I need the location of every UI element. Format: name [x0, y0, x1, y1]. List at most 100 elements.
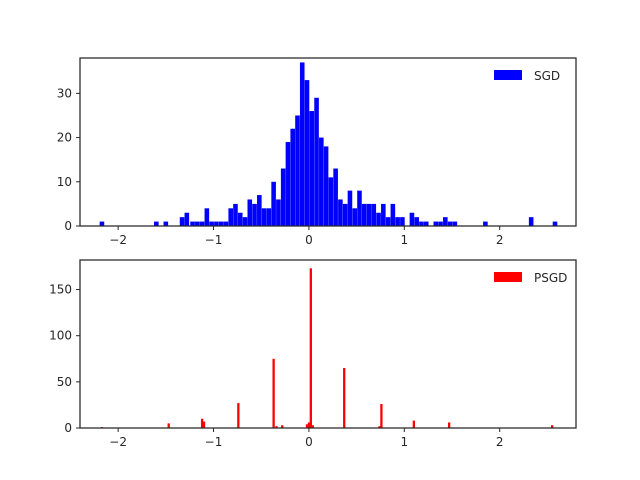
histogram-bar	[209, 221, 214, 226]
legend-swatch	[494, 272, 522, 282]
histogram-bar	[237, 212, 243, 226]
histogram-bar	[202, 421, 206, 428]
axes-frame	[79, 57, 577, 227]
histogram-bar	[261, 208, 267, 226]
histogram-bar	[237, 403, 240, 428]
histogram-bar	[266, 208, 272, 226]
histogram-bar	[252, 203, 257, 226]
histogram-bar	[307, 422, 311, 428]
histogram-bar	[167, 423, 170, 428]
histogram-bar	[390, 203, 396, 226]
y-tick-label: 50	[57, 375, 72, 389]
histogram-bar	[218, 221, 224, 226]
histogram-bar	[438, 221, 443, 226]
histogram-bar	[551, 425, 554, 428]
histogram-bar	[304, 80, 310, 227]
histogram-bar	[190, 221, 195, 226]
histogram-bar	[342, 203, 348, 226]
histogram-bar	[385, 217, 391, 226]
y-tick-label: 20	[57, 131, 72, 145]
histogram-bar	[290, 128, 295, 226]
histogram-bar	[371, 203, 377, 226]
histogram-bar	[443, 217, 448, 226]
histogram-bar	[309, 111, 315, 226]
histogram-bar	[242, 217, 248, 226]
histogram-bar	[311, 425, 314, 428]
histogram-bar	[257, 195, 262, 226]
histogram-bar	[423, 221, 429, 226]
histogram-bar	[154, 221, 159, 226]
x-tick-label: −2	[109, 233, 127, 247]
histogram-bar	[366, 203, 372, 226]
legend-label: PSGD	[534, 271, 567, 285]
x-tick-label: 0	[305, 435, 313, 449]
x-tick-label: −2	[109, 435, 127, 449]
histogram-bar	[409, 212, 415, 226]
histogram-bar	[163, 221, 169, 226]
histogram-bar	[309, 268, 312, 428]
y-tick-label: 100	[49, 329, 72, 343]
histogram-bar	[179, 217, 185, 226]
x-tick-label: 1	[400, 233, 408, 247]
histogram-bar	[419, 221, 424, 226]
histogram-bar	[447, 422, 451, 428]
histogram-bar	[447, 221, 453, 226]
histogram-bar	[199, 221, 205, 226]
histogram-bar	[414, 217, 419, 226]
histogram-bar	[200, 418, 204, 428]
x-tick-label: −1	[205, 435, 223, 449]
legend-swatch	[494, 70, 522, 80]
x-tick-label: 1	[400, 435, 408, 449]
histogram-bar	[381, 203, 386, 226]
histogram-bar	[380, 404, 383, 428]
histogram-bar	[333, 168, 338, 226]
histogram-bar	[552, 221, 558, 226]
histogram-bar	[275, 426, 278, 428]
histogram-bar	[272, 358, 275, 428]
x-tick-label: 2	[496, 435, 504, 449]
histogram-bar	[343, 368, 346, 428]
histogram-bar	[338, 199, 343, 226]
histogram-bar	[357, 190, 362, 226]
x-tick-label: −1	[205, 233, 223, 247]
histogram-bar	[214, 221, 219, 226]
histogram-bar	[295, 115, 300, 226]
histogram-bar	[323, 146, 329, 226]
histogram-bar	[433, 221, 439, 226]
x-tick-label: 0	[305, 233, 313, 247]
histogram-bar	[400, 217, 405, 226]
histogram-bar	[247, 199, 253, 226]
histogram-bar	[280, 168, 286, 226]
histogram-bar	[228, 208, 233, 226]
y-tick-label: 0	[64, 421, 72, 435]
y-tick-label: 0	[64, 219, 72, 233]
histogram-bar	[378, 426, 381, 428]
y-tick-label: 30	[57, 86, 72, 100]
x-tick-label: 2	[496, 233, 504, 247]
histogram-bar	[528, 217, 534, 226]
histogram-bar	[271, 181, 276, 226]
histogram-bar	[99, 221, 105, 226]
histogram-bar	[223, 221, 229, 226]
histogram-bar	[483, 221, 488, 226]
histogram-bar	[319, 137, 324, 226]
legend-label: SGD	[534, 69, 560, 83]
histogram-bar	[361, 203, 367, 226]
histogram-bar	[314, 97, 319, 226]
histogram-bar	[276, 199, 281, 226]
histogram-bar	[376, 212, 381, 226]
axes-frame	[79, 259, 577, 429]
histogram-bar	[281, 425, 284, 428]
histogram-bar	[347, 190, 353, 226]
histogram-bar	[305, 424, 309, 428]
histogram-bar	[452, 221, 458, 226]
histogram-bar	[395, 217, 400, 226]
histogram-bar	[328, 177, 334, 226]
histogram-bar	[299, 62, 305, 226]
psgd-histogram-panel: −2 −1 0 1 2 0 50 100 150 PSGD	[49, 259, 577, 449]
histogram-bar	[285, 142, 291, 226]
histogram-bar	[352, 208, 357, 226]
y-tick-label: 10	[57, 175, 72, 189]
